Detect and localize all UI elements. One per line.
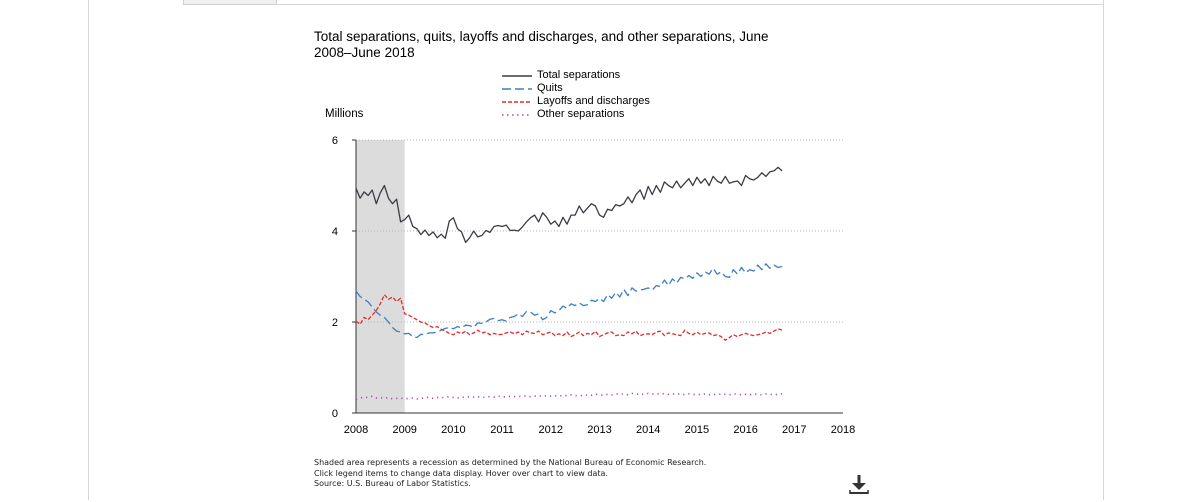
- series-line-quits: [355, 263, 783, 339]
- y-tick-label: 0: [332, 408, 338, 420]
- tab-stub[interactable]: [183, 0, 277, 5]
- x-tick-label: 2008: [344, 424, 368, 436]
- x-tick-label: 2017: [782, 424, 806, 436]
- legend-item-quits[interactable]: Quits: [502, 82, 650, 95]
- series-line-other-separations: [355, 392, 783, 401]
- series-line-total-separations: [355, 166, 783, 244]
- chart-legend: Total separations Quits Layoffs and disc…: [502, 69, 650, 121]
- x-tick-label: 2016: [733, 424, 757, 436]
- chart-notes: Shaded area represents a recession as de…: [314, 458, 706, 490]
- y-tick-label: 2: [332, 317, 338, 329]
- content-frame-top-border: [275, 4, 1103, 5]
- x-tick-label: 2018: [831, 424, 855, 436]
- legend-swatch-other-separations: [502, 113, 532, 116]
- legend-item-total-separations[interactable]: Total separations: [502, 69, 650, 82]
- legend-label-total-separations: Total separations: [537, 69, 621, 81]
- x-tick-label: 2012: [539, 424, 563, 436]
- y-tick-label: 6: [332, 135, 338, 147]
- x-tick-label: 2014: [636, 424, 660, 436]
- legend-item-other-separations[interactable]: Other separations: [502, 108, 650, 121]
- x-tick-label: 2011: [490, 424, 514, 436]
- series-line-layoffs-and-discharges: [355, 294, 783, 341]
- x-tick-label: 2015: [685, 424, 709, 436]
- legend-swatch-total-separations: [502, 74, 532, 77]
- note-source: Source: U.S. Bureau of Labor Statistics.: [314, 479, 471, 488]
- legend-item-layoffs-and-discharges[interactable]: Layoffs and discharges: [502, 95, 650, 108]
- legend-label-layoffs-and-discharges: Layoffs and discharges: [537, 95, 650, 107]
- recession-shading: [356, 140, 405, 413]
- y-axis-label: Millions: [325, 108, 364, 120]
- legend-label-other-separations: Other separations: [537, 108, 625, 120]
- download-icon: [849, 475, 869, 494]
- legend-swatch-layoffs-and-discharges: [502, 100, 532, 103]
- x-tick-label: 2013: [587, 424, 611, 436]
- legend-swatch-quits: [502, 87, 532, 90]
- content-frame-left-border: [88, 0, 89, 500]
- download-button[interactable]: [848, 473, 870, 497]
- x-tick-label: 2010: [441, 424, 465, 436]
- content-frame-right-border: [1103, 0, 1104, 500]
- note-recession: Shaded area represents a recession as de…: [314, 458, 707, 467]
- x-tick-label: 2009: [392, 424, 416, 436]
- y-tick-label: 4: [332, 226, 338, 238]
- chart-title: Total separations, quits, layoffs and di…: [314, 29, 769, 60]
- legend-label-quits: Quits: [537, 82, 563, 94]
- note-legend-instructions: Click legend items to change data displa…: [314, 468, 608, 478]
